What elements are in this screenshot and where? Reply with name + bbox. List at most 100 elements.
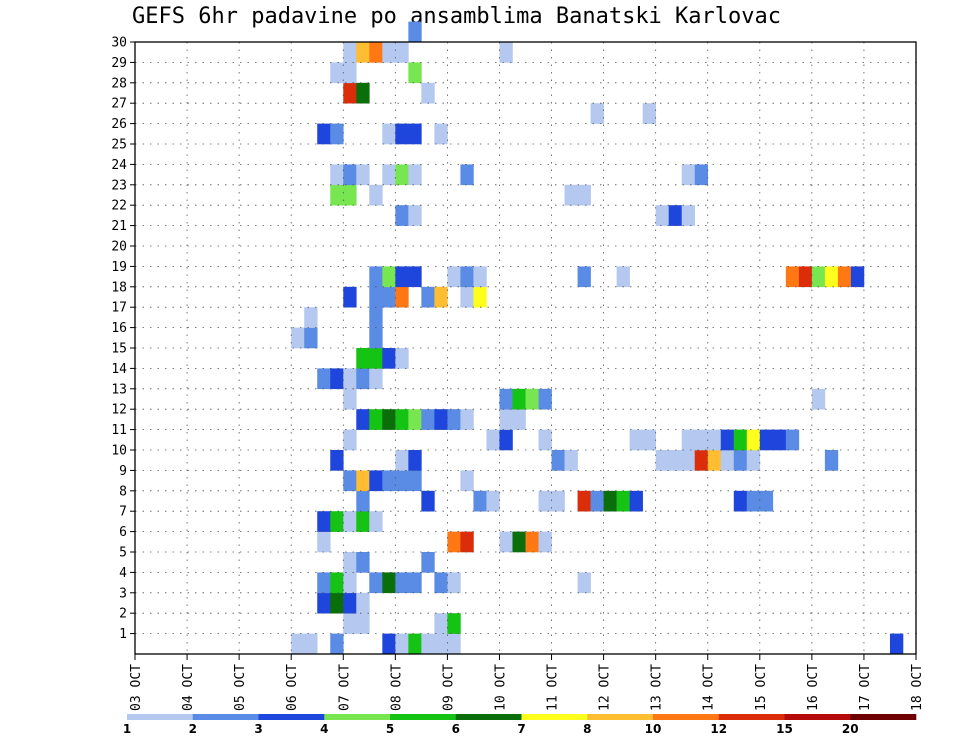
y-tick-label: 20 [111, 240, 127, 255]
heatmap-cell [564, 450, 578, 471]
heatmap-cell [356, 511, 370, 532]
heatmap-cell [525, 388, 539, 410]
y-tick-label: 27 [111, 97, 127, 112]
y-tick-label: 25 [111, 138, 127, 153]
heatmap-cell [616, 266, 630, 288]
legend-label: 2 [189, 722, 197, 736]
heatmap-cell [642, 103, 656, 124]
heatmap-cell [720, 429, 735, 451]
heatmap-cell [395, 409, 409, 430]
heatmap-cell [746, 429, 761, 451]
x-tick-label: 06 OCT [285, 664, 300, 711]
legend-label: 1 [123, 722, 131, 736]
heatmap-cell [382, 266, 396, 288]
y-tick-label: 1 [119, 627, 127, 642]
x-tick-label: 08 OCT [389, 664, 404, 711]
heatmap-cell [733, 429, 748, 451]
heatmap-cell [343, 470, 357, 492]
heatmap-cell [317, 531, 331, 553]
heatmap-cell [356, 164, 370, 186]
heatmap-cell [382, 348, 396, 369]
y-tick-label: 14 [111, 362, 127, 377]
heatmap-cell [304, 307, 318, 328]
heatmap-cell [629, 490, 643, 512]
y-tick-label: 12 [111, 403, 127, 418]
legend-swatch [653, 714, 720, 720]
y-tick-label: 11 [111, 423, 127, 438]
heatmap-cell [577, 266, 591, 288]
heatmap-cell [629, 429, 656, 451]
y-tick-label: 26 [111, 117, 127, 132]
heatmap-cell [499, 42, 513, 63]
y-tick-label: 19 [111, 260, 127, 275]
heatmap-cell [395, 205, 409, 226]
heatmap-cell [811, 388, 826, 410]
heatmap-cell [473, 266, 487, 288]
heatmap-cell [733, 490, 748, 512]
heatmap-cell [356, 470, 370, 492]
heatmap-cell [655, 450, 696, 471]
legend-swatch [455, 714, 522, 720]
y-tick-label: 30 [111, 36, 127, 51]
heatmap-cell [447, 572, 461, 594]
heatmap-cell [889, 633, 904, 655]
heatmap-cell [369, 327, 383, 349]
x-tick-label: 07 OCT [337, 664, 352, 711]
legend-swatch [192, 714, 259, 720]
heatmap-cell [811, 266, 826, 288]
heatmap-cell [577, 490, 591, 512]
heatmap-cell [317, 572, 331, 594]
heatmap-cell [343, 429, 357, 451]
heatmap-cell [434, 409, 448, 430]
heatmap-cell [369, 307, 383, 328]
y-tick-label: 6 [119, 525, 127, 540]
heatmap-cell [785, 429, 800, 451]
heatmap-cell [330, 368, 344, 390]
y-tick-label: 24 [111, 158, 127, 173]
legend-label: 12 [710, 722, 727, 736]
legend-label: 7 [517, 722, 525, 736]
heatmap-cell [434, 286, 448, 308]
heatmap-cell [421, 409, 435, 430]
x-tick-label: 04 OCT [181, 664, 196, 711]
legend-label: 3 [254, 722, 262, 736]
heatmap-cell [395, 348, 409, 369]
heatmap-cell [408, 164, 422, 186]
heatmap-cell [330, 572, 344, 594]
legend-swatch [324, 714, 391, 720]
heatmap-cell [746, 450, 761, 471]
heatmap-cell [317, 368, 331, 390]
legend-swatch [587, 714, 654, 720]
heatmap-cell [460, 531, 474, 553]
heatmap-cell [408, 450, 422, 471]
heatmap-cell [369, 470, 383, 492]
heatmap-cell [395, 633, 409, 655]
heatmap-cell [681, 205, 696, 226]
heatmap-cell [681, 164, 696, 186]
heatmap-cell [369, 286, 396, 308]
heatmap-cell [356, 409, 370, 430]
y-tick-label: 15 [111, 342, 127, 357]
y-tick-label: 29 [111, 56, 127, 71]
y-tick-label: 4 [119, 566, 127, 581]
legend-swatch [718, 714, 785, 720]
y-tick-label: 3 [119, 586, 127, 601]
legend-label: 20 [842, 722, 859, 736]
legend-label: 10 [645, 722, 662, 736]
heatmap-cell [343, 286, 357, 308]
heatmap-cell [382, 164, 396, 186]
heatmap-cell [655, 205, 669, 226]
legend-swatch [850, 714, 917, 720]
heatmap-cell [460, 266, 474, 288]
x-tick-label: 15 OCT [754, 664, 769, 711]
heatmap-cell [408, 205, 422, 226]
heatmap-cell [460, 286, 474, 308]
heatmap-cell [317, 511, 331, 532]
heatmap-cell [616, 490, 630, 512]
heatmap-cell [512, 531, 526, 553]
heatmap-cell [798, 266, 813, 288]
heatmap-cell [668, 205, 682, 226]
heatmap-cell [395, 450, 409, 471]
x-tick-label: 03 OCT [129, 664, 144, 711]
legend-swatch [521, 714, 588, 720]
